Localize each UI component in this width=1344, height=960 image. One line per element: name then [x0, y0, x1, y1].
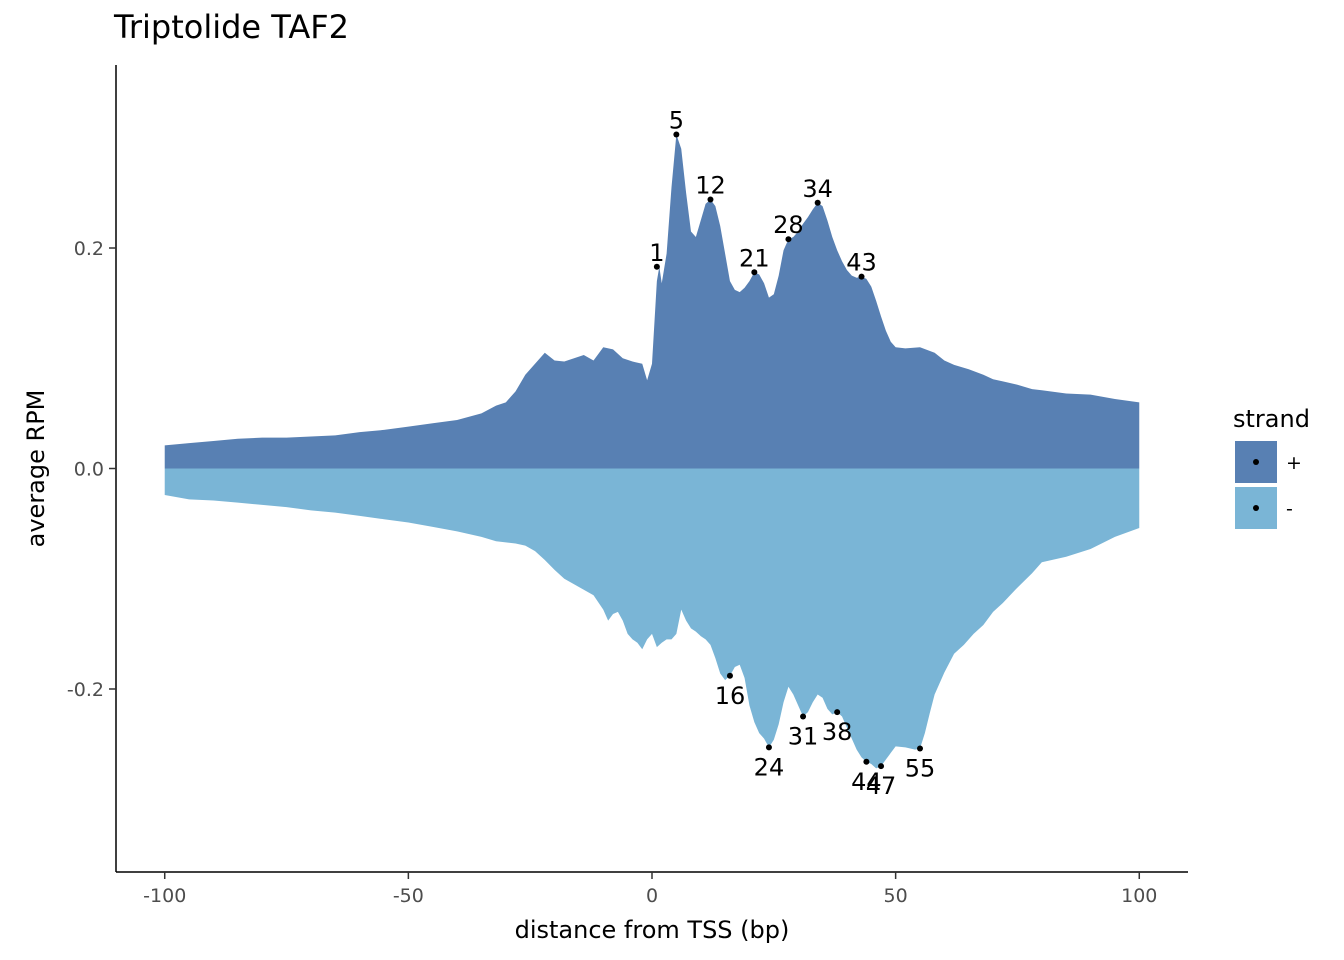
legend-title: strand [1233, 405, 1310, 433]
x-tick-label: 100 [1121, 885, 1157, 907]
peak-point [834, 709, 841, 716]
peak-label: 5 [669, 106, 684, 134]
peak-label: 43 [846, 249, 877, 277]
peak-point [800, 713, 807, 720]
peak-point [858, 273, 865, 280]
peak-point [878, 763, 885, 770]
chart-title: Triptolide TAF2 [114, 8, 349, 46]
peak-label: 1 [649, 239, 664, 267]
x-axis-title: distance from TSS (bp) [515, 916, 790, 944]
legend-key-point [1253, 459, 1259, 465]
legend-label: - [1286, 498, 1293, 520]
y-tick-label: 0.2 [74, 238, 104, 260]
peak-point [707, 196, 714, 203]
legend-label: + [1286, 452, 1302, 474]
area-series-minus [164, 468, 1140, 769]
x-tick-label: 0 [646, 885, 658, 907]
peak-point [814, 199, 821, 206]
peak-label: 21 [739, 244, 770, 272]
y-axis-title: average RPM [22, 390, 50, 548]
legend: strand + - [1233, 405, 1310, 529]
x-axis-ticks: -100 -50 0 50 100 [143, 872, 1157, 907]
peak-label: 47 [866, 772, 897, 800]
peak-point [765, 744, 772, 751]
peak-label: 31 [788, 723, 819, 751]
peak-label: 34 [802, 175, 833, 203]
peak-label: 24 [754, 753, 785, 781]
peak-label: 16 [715, 682, 746, 710]
legend-key-point [1253, 505, 1259, 511]
peak-point [673, 131, 680, 138]
area-series-plus [164, 134, 1140, 469]
y-tick-label: 0.0 [74, 459, 104, 481]
peak-label: 55 [905, 755, 936, 783]
peak-label: 38 [822, 718, 853, 746]
peak-label: 12 [695, 172, 726, 200]
y-tick-label: -0.2 [67, 679, 104, 701]
x-tick-label: -50 [393, 885, 424, 907]
area-series-group [164, 134, 1140, 769]
peak-point [785, 236, 792, 243]
x-tick-label: -100 [143, 885, 186, 907]
peak-label: 44 [851, 768, 882, 796]
peak-point [751, 269, 758, 276]
peak-label: 28 [773, 211, 804, 239]
peak-point [863, 758, 870, 765]
y-axis-ticks: -0.2 0.0 0.2 [67, 238, 116, 701]
peak-point [653, 263, 660, 270]
x-tick-label: 50 [884, 885, 908, 907]
peak-point [917, 745, 923, 752]
peak-point [726, 672, 733, 679]
